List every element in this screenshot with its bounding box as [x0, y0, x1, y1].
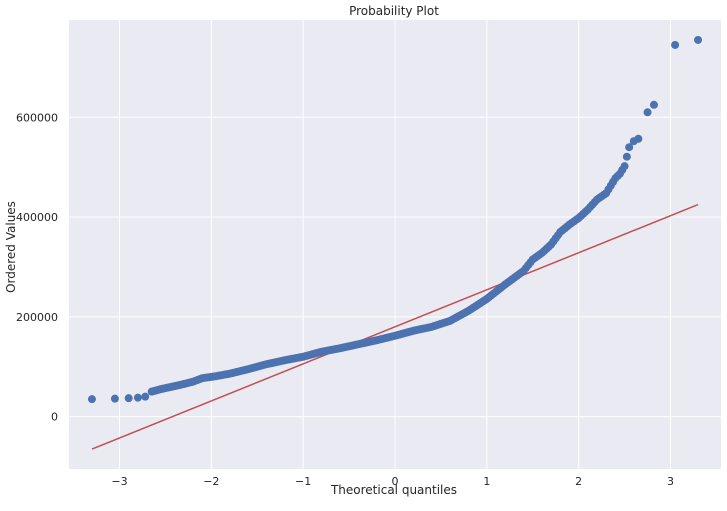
grid-lines — [69, 20, 721, 469]
y-tick-label: 200000 — [16, 311, 58, 324]
data-point — [604, 185, 613, 194]
data-point — [618, 165, 627, 174]
scatter-points — [87, 35, 703, 404]
data-point — [613, 171, 622, 180]
y-tick-label: 600000 — [16, 111, 58, 124]
x-tick-label: 0 — [392, 475, 399, 488]
fit-line — [91, 203, 699, 450]
y-axis-title: Ordered Values — [4, 201, 18, 293]
x-tick-label: 3 — [667, 475, 674, 488]
x-tick-label: 2 — [575, 475, 582, 488]
data-point — [544, 242, 553, 251]
x-tick-label: −2 — [203, 475, 219, 488]
x-tick-labels: −3 −2 −1 0 1 2 3 — [111, 475, 674, 488]
data-point — [609, 177, 618, 186]
data-point — [625, 143, 634, 152]
data-point — [110, 394, 119, 403]
y-tick-label: 400000 — [16, 211, 58, 224]
data-point — [87, 395, 96, 404]
data-point — [599, 190, 608, 199]
data-point — [124, 394, 133, 403]
data-point — [622, 152, 631, 161]
data-point — [643, 108, 652, 117]
x-axis-title: Theoretical quantiles — [330, 483, 457, 497]
data-point — [649, 100, 658, 109]
data-point — [133, 393, 142, 402]
x-tick-label: −3 — [111, 475, 127, 488]
x-tick-label: 1 — [483, 475, 490, 488]
y-tick-labels: 0 200000 400000 600000 — [16, 111, 58, 423]
data-point — [671, 40, 680, 49]
data-point — [634, 134, 643, 143]
fit-line-layer — [91, 203, 699, 450]
chart-title: Probability Plot — [349, 4, 439, 18]
y-tick-label: 0 — [51, 411, 58, 424]
data-point — [141, 392, 150, 401]
data-point — [694, 35, 703, 44]
x-tick-label: −1 — [295, 475, 311, 488]
